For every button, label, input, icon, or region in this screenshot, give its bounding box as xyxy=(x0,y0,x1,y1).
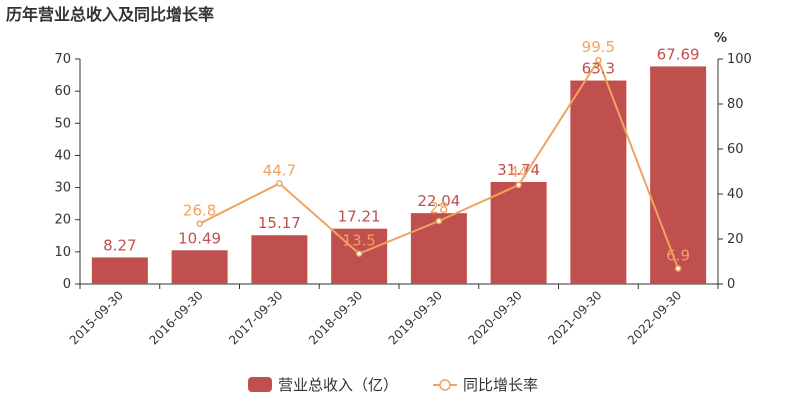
x-axis-tick-label: 2018-09-30 xyxy=(306,288,365,347)
line-value-label: 6.9 xyxy=(666,246,690,264)
revenue-bar[interactable] xyxy=(91,257,148,284)
left-axis-tick-label: 0 xyxy=(63,277,71,292)
revenue-bar[interactable] xyxy=(490,181,547,284)
left-axis-tick-label: 30 xyxy=(54,181,71,196)
growth-rate-point[interactable] xyxy=(595,56,602,64)
growth-rate-point[interactable] xyxy=(196,220,203,227)
legend-swatch-revenue xyxy=(248,377,272,392)
legend-label-growth: 同比增长率 xyxy=(463,376,538,394)
left-axis-tick-label: 40 xyxy=(54,148,71,163)
bar-series xyxy=(91,66,707,285)
x-axis-tick-label: 2021-09-30 xyxy=(545,288,604,347)
legend-swatch-growth-point xyxy=(439,379,451,391)
legend-item-growth[interactable]: 同比增长率 xyxy=(433,376,538,394)
right-axis-tick-label: 60 xyxy=(727,142,744,157)
bar-value-label: 63.3 xyxy=(582,60,615,78)
growth-rate-point[interactable] xyxy=(435,217,443,225)
left-axis-tick-label: 60 xyxy=(54,84,71,99)
legend-label-revenue: 营业总收入（亿） xyxy=(278,376,398,394)
x-axis-tick-label: 2017-09-30 xyxy=(226,288,285,347)
x-axis-tick-label: 2019-09-30 xyxy=(386,288,445,347)
revenue-bar[interactable] xyxy=(251,235,308,284)
line-value-label: 44 xyxy=(509,163,528,181)
bar-value-label: 8.27 xyxy=(103,236,136,254)
revenue-bar[interactable] xyxy=(410,213,467,284)
bar-value-label: 15.17 xyxy=(258,214,301,232)
line-value-label: 13.5 xyxy=(342,232,375,250)
bar-value-label: 31.74 xyxy=(497,161,540,179)
revenue-bar[interactable] xyxy=(650,66,707,284)
legend[interactable]: 营业总收入（亿） 同比增长率 xyxy=(248,376,538,394)
growth-rate-point[interactable] xyxy=(355,250,363,257)
bar-value-label: 67.69 xyxy=(657,45,700,63)
growth-rate-point[interactable] xyxy=(674,265,682,272)
line-series xyxy=(196,56,682,272)
right-axis-unit: % xyxy=(714,31,727,46)
right-axis-tick-label: 20 xyxy=(727,232,744,247)
right-axis-tick-label: 40 xyxy=(727,187,744,202)
left-axis-tick-label: 20 xyxy=(54,213,71,228)
line-value-label: 28 xyxy=(429,199,448,217)
left-axis-tick-label: 70 xyxy=(54,52,71,67)
x-axis-tick-label: 2016-09-30 xyxy=(147,288,206,347)
right-axis-tick-label: 80 xyxy=(727,97,744,112)
line-value-label: 44.7 xyxy=(263,161,296,179)
bar-value-label: 22.04 xyxy=(417,192,460,210)
revenue-bar[interactable] xyxy=(171,250,228,284)
revenue-bar[interactable] xyxy=(570,80,627,285)
chart-title: 历年营业总收入及同比增长率 xyxy=(6,5,214,24)
left-axis-tick-label: 10 xyxy=(54,245,71,260)
left-axis-tick-label: 50 xyxy=(54,116,71,131)
x-axis-tick-label: 2020-09-30 xyxy=(466,288,525,347)
x-axis-tick-label: 2015-09-30 xyxy=(67,288,126,347)
growth-rate-point[interactable] xyxy=(276,180,283,187)
growth-rate-point[interactable] xyxy=(515,181,522,189)
right-axis-tick-label: 100 xyxy=(727,52,752,67)
legend-item-revenue[interactable]: 营业总收入（亿） xyxy=(248,376,398,394)
bar-value-label: 10.49 xyxy=(178,229,221,247)
x-axis-tick-label: 2022-09-30 xyxy=(625,288,684,347)
line-value-label: 99.5 xyxy=(582,38,615,56)
bar-value-label: 17.21 xyxy=(338,208,381,226)
data-labels: 8.27 10.49 15.17 17.21 22.04 31.74 63.3 67.69 26… xyxy=(103,38,699,264)
right-axis-tick-label: 0 xyxy=(727,277,735,292)
line-value-label: 26.8 xyxy=(183,202,216,220)
